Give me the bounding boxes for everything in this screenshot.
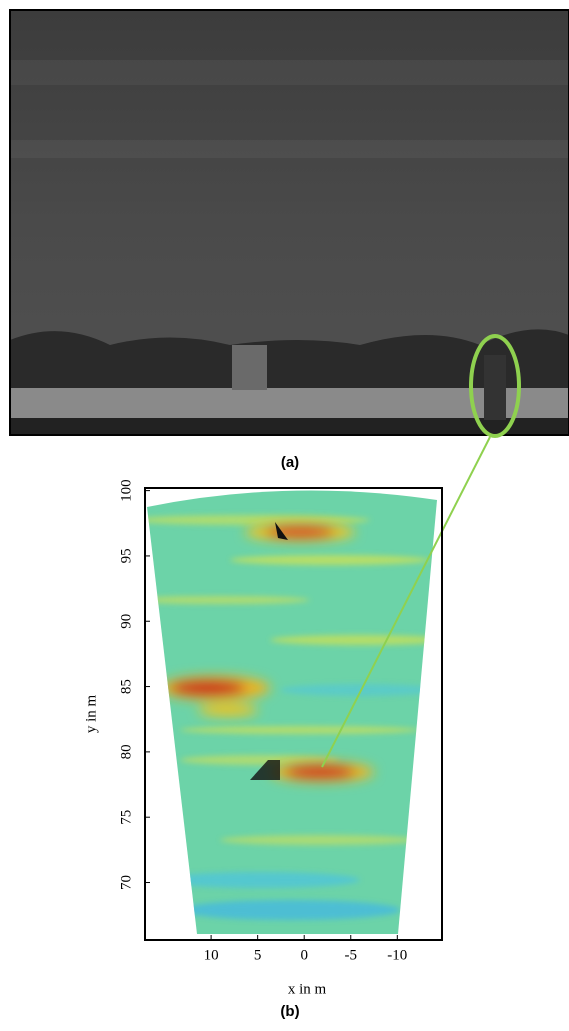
panel-label: (a) bbox=[281, 454, 299, 471]
x-tick-label: 10 bbox=[204, 947, 219, 963]
photo bbox=[9, 9, 569, 438]
panel-label: (b) bbox=[280, 1003, 299, 1020]
y-tick-label: 95 bbox=[118, 548, 134, 563]
y-tick-label: 90 bbox=[118, 614, 134, 629]
y-tick-label: 70 bbox=[118, 875, 134, 890]
y-tick-label: 100 bbox=[118, 479, 134, 502]
y-tick-label: 80 bbox=[118, 744, 134, 759]
x-tick-label: 0 bbox=[300, 947, 308, 963]
heatmap bbox=[147, 490, 437, 934]
y-tick-label: 85 bbox=[118, 679, 134, 694]
x-tick-label: -10 bbox=[387, 947, 407, 963]
x-tick-label: -5 bbox=[345, 947, 358, 963]
y-tick-label: 75 bbox=[118, 810, 134, 825]
y-axis-label: y in m bbox=[83, 695, 99, 734]
x-tick-label: 5 bbox=[254, 947, 262, 963]
x-axis-label: x in m bbox=[288, 981, 327, 997]
